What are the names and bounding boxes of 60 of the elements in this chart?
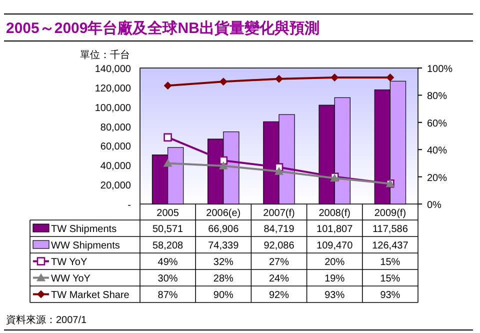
data-label: 93% (324, 290, 345, 301)
data-label: 32% (213, 257, 234, 268)
y-tick-label: 120,000 (94, 83, 132, 94)
y-tick-label: 140,000 (94, 64, 132, 75)
data-label: 58,208 (152, 240, 184, 252)
x-tick-label: 2007(f) (263, 208, 295, 219)
chart-title: 2005～2009年台廠及全球NB出貨量變化與預測 (6, 19, 320, 37)
y-axis-title: 單位：千台 (80, 49, 130, 61)
data-label: 15% (380, 274, 400, 284)
legend-label: TW YoY (51, 257, 88, 268)
legend-label: TW Shipments (51, 224, 117, 235)
data-label: 92,086 (264, 240, 295, 252)
y-tick-label: - (128, 200, 131, 211)
data-label: 15% (380, 257, 400, 268)
legend-label: TW Market Share (51, 290, 130, 301)
data-label: 84,719 (264, 224, 295, 235)
data-label: 20% (324, 257, 345, 268)
point (275, 74, 283, 83)
data-label: 66,906 (208, 224, 240, 235)
data-label: 101,807 (316, 224, 354, 235)
y2-tick-label: 100% (427, 64, 453, 75)
point (219, 78, 228, 86)
point (163, 158, 172, 167)
legend-label: WW Shipments (51, 240, 120, 252)
y-tick-label: 60,000 (100, 142, 132, 153)
data-label: 24% (268, 274, 290, 284)
point (386, 74, 394, 82)
x-tick-label: 2009(f) (374, 208, 406, 219)
data-label: 49% (158, 257, 178, 268)
source-note: 資料來源：2007/1 (6, 314, 88, 326)
data-label: 117,586 (372, 224, 408, 235)
data-label: 19% (324, 274, 345, 284)
data-label: 50,571 (152, 224, 184, 235)
data-label: 27% (268, 257, 290, 268)
data-label: 28% (213, 274, 234, 284)
point (274, 166, 284, 175)
y-tick-label: 40,000 (100, 161, 132, 172)
data-label: 93% (380, 290, 400, 301)
data-label: 87% (158, 290, 178, 301)
y-tick-label: 20,000 (100, 180, 132, 192)
y2-tick-label: 20% (427, 172, 448, 184)
legend-label: WW YoY (51, 274, 91, 284)
data-label: 30% (158, 274, 178, 284)
point (164, 82, 172, 90)
data-label: 74,339 (208, 240, 240, 252)
y2-tick-label: 60% (427, 118, 448, 130)
y2-tick-label: 40% (427, 146, 448, 157)
data-label: 90% (213, 290, 234, 301)
x-tick-label: 2005 (156, 208, 180, 219)
point (164, 133, 172, 142)
x-tick-label: 2008(f) (318, 208, 350, 219)
y2-tick-label: 0% (427, 200, 442, 211)
y-tick-label: 100,000 (94, 102, 132, 114)
x-tick-label: 2006(e) (206, 208, 241, 219)
data-label: 109,470 (316, 240, 354, 252)
point (218, 161, 228, 170)
data-label: 92% (268, 290, 290, 301)
y-tick-label: 80,000 (100, 122, 132, 134)
y2-tick-label: 80% (427, 91, 448, 102)
data-label: 126,437 (372, 240, 409, 252)
